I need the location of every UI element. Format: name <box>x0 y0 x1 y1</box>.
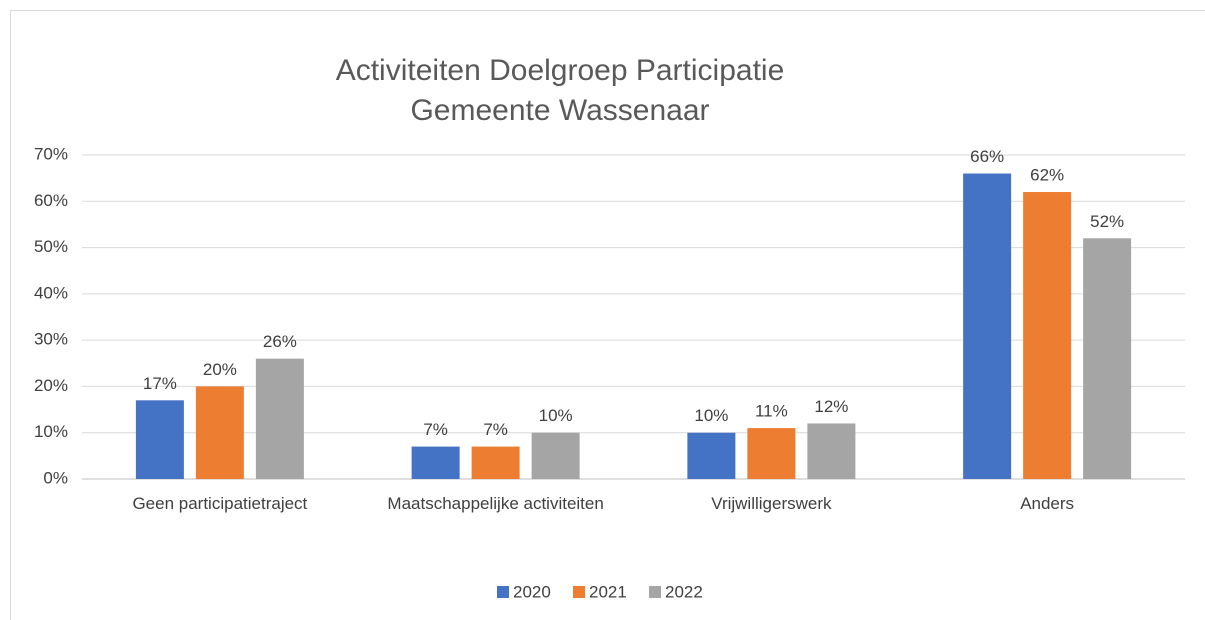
data-label: 7% <box>483 420 508 439</box>
data-label: 52% <box>1090 212 1124 231</box>
legend-swatch <box>497 586 509 598</box>
data-label: 10% <box>539 406 573 425</box>
bar <box>963 173 1012 479</box>
legend-swatch <box>649 586 661 598</box>
y-tick-label: 40% <box>34 283 68 302</box>
bar <box>471 446 520 479</box>
x-tick-label-box: Geen participatietraject <box>132 494 308 513</box>
legend-label: 2020 <box>513 582 551 601</box>
data-label: 17% <box>143 374 177 393</box>
bar <box>807 423 856 479</box>
y-tick-label: 20% <box>34 376 68 395</box>
data-label: 66% <box>970 147 1004 166</box>
chart-title: Gemeente Wassenaar <box>410 94 709 127</box>
x-tick-label-box: Maatschappelijke activiteiten <box>387 494 604 513</box>
chart-border <box>10 10 1205 620</box>
y-tick-label: 0% <box>43 468 68 487</box>
bar <box>687 432 736 479</box>
legend-swatch <box>573 586 585 598</box>
y-tick-label: 60% <box>34 191 68 210</box>
bar <box>531 432 580 479</box>
chart-title: Activiteiten Doelgroep Participatie <box>336 54 785 87</box>
bar <box>255 358 304 479</box>
data-label: 62% <box>1030 166 1064 185</box>
x-tick-label-box: Anders <box>1020 494 1075 513</box>
x-tick-label-box: Vrijwilligerswerk <box>711 494 832 513</box>
bar <box>747 428 796 479</box>
y-tick-label: 30% <box>34 330 68 349</box>
legend-label: 2022 <box>665 582 703 601</box>
data-label: 7% <box>423 420 448 439</box>
legend-label: 2021 <box>589 582 627 601</box>
y-tick-label: 50% <box>34 237 68 256</box>
bar <box>411 446 460 479</box>
bar <box>1083 238 1132 479</box>
data-label: 26% <box>263 332 297 351</box>
y-tick-label: 70% <box>34 144 68 163</box>
bar <box>1023 192 1072 479</box>
data-label: 10% <box>694 406 728 425</box>
bar <box>195 386 244 479</box>
y-tick-label: 10% <box>34 422 68 441</box>
x-tick-label: Anders <box>1020 494 1075 513</box>
x-tick-label: Geen participatietraject <box>132 494 308 513</box>
bar <box>135 400 184 479</box>
x-tick-label: Vrijwilligerswerk <box>711 494 832 513</box>
data-label: 12% <box>814 397 848 416</box>
data-label: 20% <box>203 360 237 379</box>
x-tick-label: Maatschappelijke activiteiten <box>387 494 604 513</box>
data-label: 11% <box>755 402 788 421</box>
